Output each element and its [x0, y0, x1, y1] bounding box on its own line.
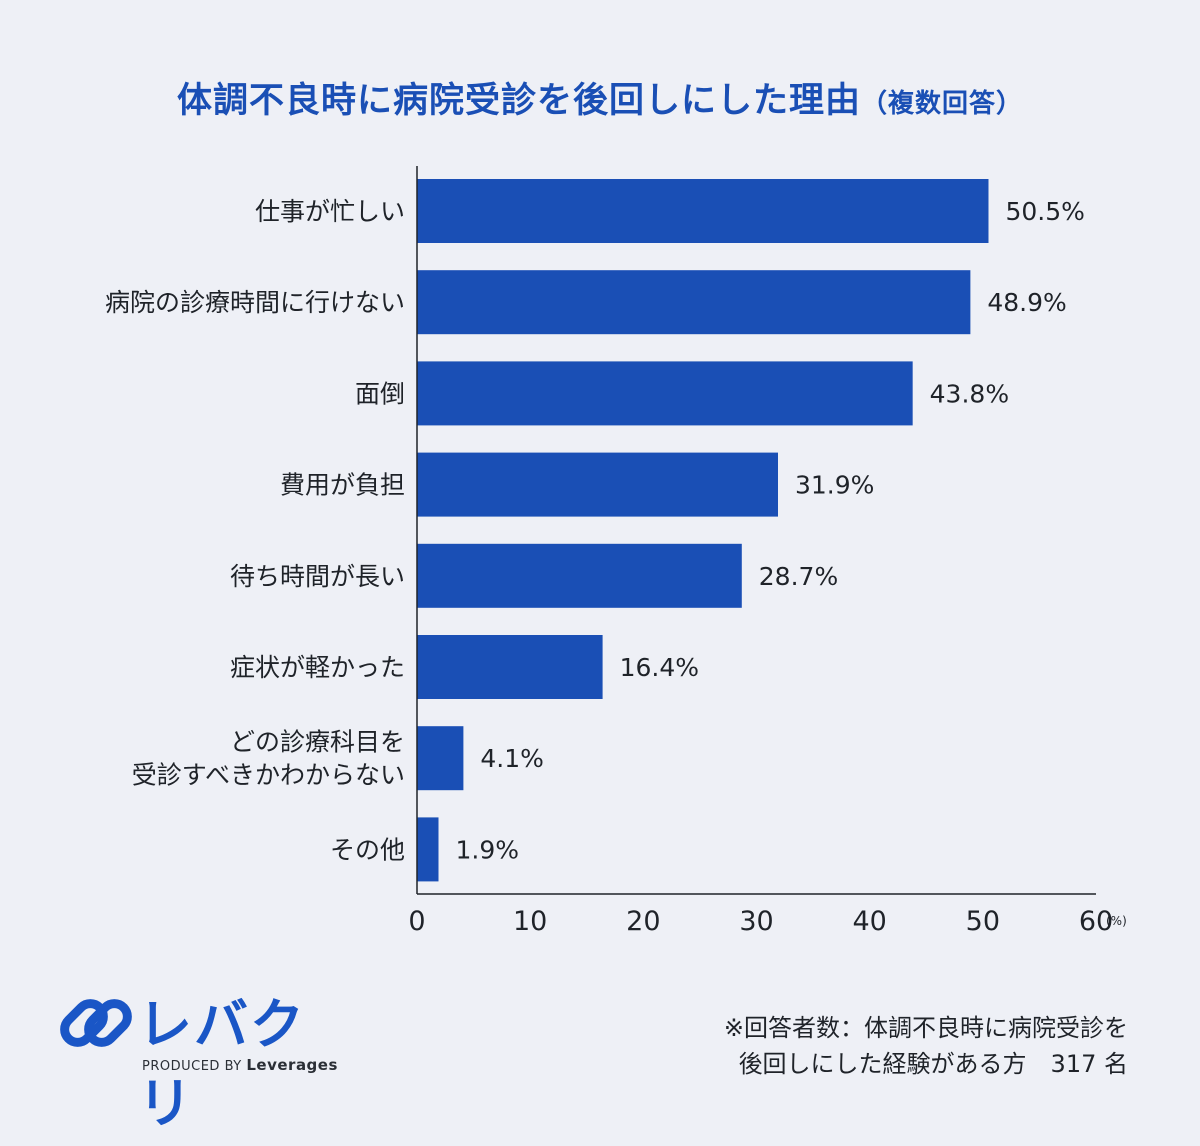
- bar: [417, 543, 742, 608]
- value-label: 4.1%: [480, 744, 544, 773]
- logo-tagline: PRODUCED BY Leverages: [142, 1056, 338, 1074]
- value-label: 1.9%: [456, 835, 520, 864]
- footnote: ※回答者数：体調不良時に病院受診を 後回しにした経験がある方 317 名: [724, 1010, 1128, 1082]
- bar-chart: 50.5% 仕事が忙しい 48.9% 病院の診療時間に行けない 43.8% 面倒 31.9%…: [105, 166, 1127, 937]
- value-label: 48.9%: [987, 288, 1066, 317]
- bar: [417, 817, 439, 882]
- value-label: 16.4%: [620, 653, 699, 682]
- x-tick-label: 10: [513, 906, 547, 937]
- category-label: 待ち時間が長い: [230, 562, 405, 591]
- chart-subtitle: （複数回答）: [861, 89, 1024, 119]
- value-label: 50.5%: [1005, 197, 1084, 226]
- chart-title: 体調不良時に病院受診を後回しにした理由（複数回答）: [0, 72, 1200, 123]
- x-tick-label: 40: [852, 906, 886, 937]
- category-label: 病院の診療時間に行けない: [105, 288, 405, 317]
- x-tick-label: 50: [966, 906, 1000, 937]
- value-label: 31.9%: [795, 471, 874, 500]
- category-label: どの診療科目を受診すべきかわからない: [132, 728, 405, 790]
- value-label: 28.7%: [759, 562, 838, 591]
- category-label: 仕事が忙しい: [255, 197, 405, 226]
- logo-wordmark: レバクリ: [138, 993, 306, 1135]
- bar: [417, 361, 913, 426]
- value-label: 43.8%: [930, 379, 1009, 408]
- x-tick-label: 20: [626, 906, 660, 937]
- category-label: その他: [330, 835, 405, 864]
- category-label: 面倒: [355, 379, 405, 408]
- x-unit-label: (%): [1106, 914, 1127, 928]
- category-label: 症状が軽かった: [230, 653, 405, 682]
- logo-tagline-prefix: PRODUCED BY: [142, 1059, 242, 1074]
- bar: [417, 179, 989, 243]
- logo: レバクリ PRODUCED BY Leverages: [58, 980, 348, 1135]
- chain-link-icon: [60, 999, 132, 1047]
- x-tick-label: 0: [408, 906, 425, 937]
- chart-title-main: 体調不良時に病院受診を後回しにした理由: [176, 81, 861, 121]
- category-label: 費用が負担: [280, 471, 405, 500]
- bar: [417, 726, 464, 791]
- logo-tagline-brand: Leverages: [246, 1056, 338, 1074]
- x-tick-label: 60: [1079, 906, 1113, 937]
- footnote-line-1: ※回答者数：体調不良時に病院受診を: [723, 1014, 1128, 1042]
- bar: [417, 452, 779, 517]
- bar: [417, 635, 603, 699]
- footnote-line-2: 後回しにした経験がある方 317 名: [738, 1050, 1128, 1078]
- x-tick-label: 30: [739, 906, 773, 937]
- bar: [417, 270, 971, 335]
